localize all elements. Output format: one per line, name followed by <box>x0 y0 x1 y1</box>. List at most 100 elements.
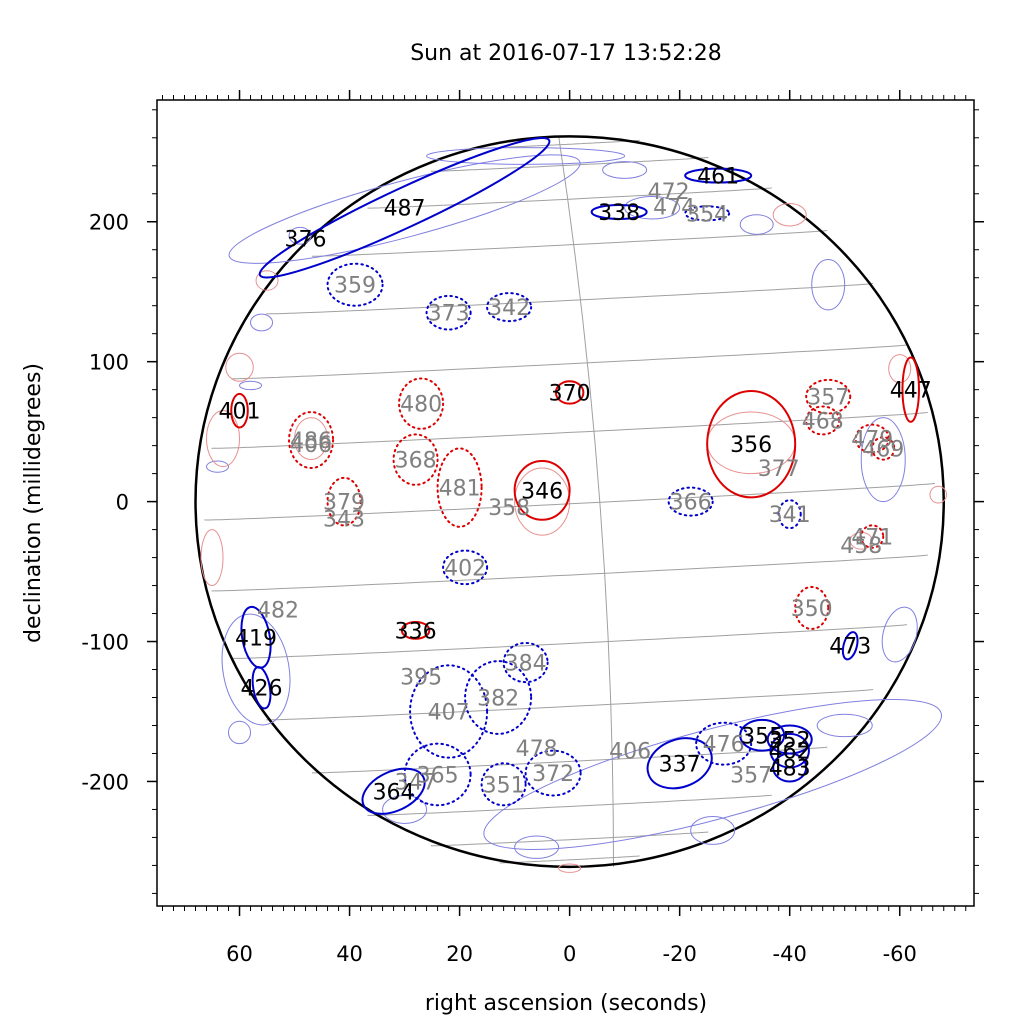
region-365-label: 365 <box>417 763 459 788</box>
region-480-outline <box>398 377 445 430</box>
region-479-outline <box>854 423 890 454</box>
x-axis-label: right ascension (seconds) <box>425 991 707 1016</box>
y-tick-label: 200 <box>89 211 129 235</box>
region-486-label: 486 <box>290 429 332 454</box>
faint-region-outline <box>816 713 873 738</box>
latitude-line <box>367 187 772 209</box>
region-350-label: 350 <box>791 597 833 622</box>
region-368-outline <box>392 433 439 486</box>
region-384-outline <box>502 641 549 684</box>
region-406-label: 406 <box>609 740 651 765</box>
region-447-outline <box>901 356 920 423</box>
region-354-outline <box>684 205 731 222</box>
latitude-line <box>430 157 709 172</box>
latitude-line <box>367 794 772 816</box>
region-354-label: 354 <box>686 202 728 227</box>
region-473-outline <box>841 631 859 661</box>
region-462-outline <box>769 732 810 769</box>
region-486-outline <box>288 411 335 470</box>
region-352-label: 352 <box>769 728 811 753</box>
latitude-line <box>232 624 908 659</box>
region-395-label: 395 <box>400 666 442 691</box>
chart-title: Sun at 2016-07-17 13:52:28 <box>410 41 722 66</box>
faint-region-outline <box>811 259 846 311</box>
region-382-outline <box>464 660 533 735</box>
region-481-outline <box>436 447 483 528</box>
region-351-label: 351 <box>483 773 525 798</box>
region-364-outline <box>361 767 426 815</box>
faint-region-layer <box>200 147 947 873</box>
region-373-label: 373 <box>428 302 470 327</box>
region-357-outline <box>805 378 852 415</box>
plot-frame <box>156 99 975 907</box>
faint-region-outline <box>514 467 571 536</box>
region-368-label: 368 <box>395 449 437 474</box>
faint-region-outline <box>225 352 254 382</box>
latitude-line <box>266 688 874 721</box>
region-407-label: 407 <box>428 700 470 725</box>
region-447-label: 447 <box>890 379 932 404</box>
region-402-label: 402 <box>444 556 486 581</box>
region-469-outline <box>871 436 896 461</box>
region-355-label: 355 <box>741 724 783 749</box>
faint-region-outline <box>250 313 274 332</box>
central-meridian <box>558 136 614 867</box>
faint-region-outline <box>514 835 560 859</box>
x-tick-label: -40 <box>773 942 807 966</box>
region-350-outline <box>794 585 830 630</box>
y-tick-label: -200 <box>81 770 129 794</box>
region-373-outline <box>425 294 472 331</box>
region-357-label: 357 <box>807 386 849 411</box>
region-426-outline <box>251 665 272 710</box>
faint-region-outline <box>206 460 230 473</box>
faint-region-outline <box>294 417 329 461</box>
faint-region-outline <box>929 485 947 504</box>
region-472-label: 472 <box>648 180 690 205</box>
region-479-label: 479 <box>851 428 893 453</box>
x-tick-label: 0 <box>563 942 576 966</box>
x-tick-label: 40 <box>336 942 363 966</box>
region-338-outline <box>590 203 648 220</box>
faint-region-outline <box>288 226 312 245</box>
y-axis-label: declination (millidegrees) <box>21 363 46 643</box>
region-487-label: 487 <box>384 197 426 222</box>
x-tick-label: -60 <box>883 942 917 966</box>
faint-region-outline <box>206 410 241 468</box>
region-461-label: 461 <box>697 165 739 190</box>
region-359-outline <box>326 262 384 307</box>
latitude-line <box>311 746 828 774</box>
region-482-label: 482 <box>257 598 299 623</box>
latitude-line <box>266 282 874 315</box>
y-tick-label: 100 <box>89 351 129 375</box>
region-341-outline <box>777 499 802 530</box>
latitude-line <box>430 831 709 847</box>
faint-region-outline <box>382 794 428 824</box>
region-341-label: 341 <box>769 503 811 528</box>
region-359-label: 359 <box>334 274 376 299</box>
x-tick-label: -20 <box>663 942 697 966</box>
faint-region-outline <box>228 154 581 264</box>
region-366-outline <box>667 486 714 517</box>
region-471-outline <box>860 524 885 549</box>
region-407-outline <box>409 664 489 759</box>
region-401-outline <box>230 392 249 429</box>
region-476-label: 476 <box>703 733 745 758</box>
faint-region-outline <box>200 529 224 587</box>
heliographic-grid <box>194 135 945 869</box>
region-337-label: 337 <box>659 752 701 777</box>
region-461-outline <box>684 167 753 184</box>
region-473-label: 473 <box>829 635 871 660</box>
region-483-label: 483 <box>769 756 811 781</box>
region-351-outline <box>480 762 527 807</box>
region-364-label: 364 <box>373 780 415 805</box>
region-458-label: 458 <box>840 534 882 559</box>
region-365-outline <box>403 742 472 807</box>
region-346-outline <box>513 460 571 521</box>
region-401-label: 401 <box>219 400 261 425</box>
region-346-label: 346 <box>521 479 563 504</box>
region-370-label: 370 <box>549 381 591 406</box>
